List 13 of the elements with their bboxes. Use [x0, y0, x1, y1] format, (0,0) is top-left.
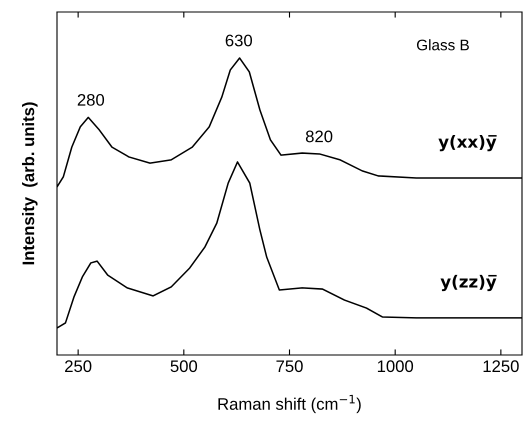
x-axis-title: Raman shift (cm$^{−1}$) [218, 394, 361, 414]
y-axis-title: Intensity (arb. units) [22, 102, 38, 264]
text: Glass B [416, 39, 469, 50]
x-tick-label: 250 [65, 360, 92, 372]
x-tick-label: 1250 [484, 360, 519, 372]
series-label: y(xx)y̅ [438, 135, 497, 152]
annotation: 820 [306, 130, 332, 142]
x-tick-label: 750 [276, 360, 303, 372]
series-label: y(zz)y̅ [440, 274, 497, 292]
x-tick-label: 1000 [378, 360, 414, 372]
annotation: 630 [226, 34, 252, 46]
annotation: 280 [78, 94, 104, 106]
x-tick-label: 500 [170, 360, 198, 372]
